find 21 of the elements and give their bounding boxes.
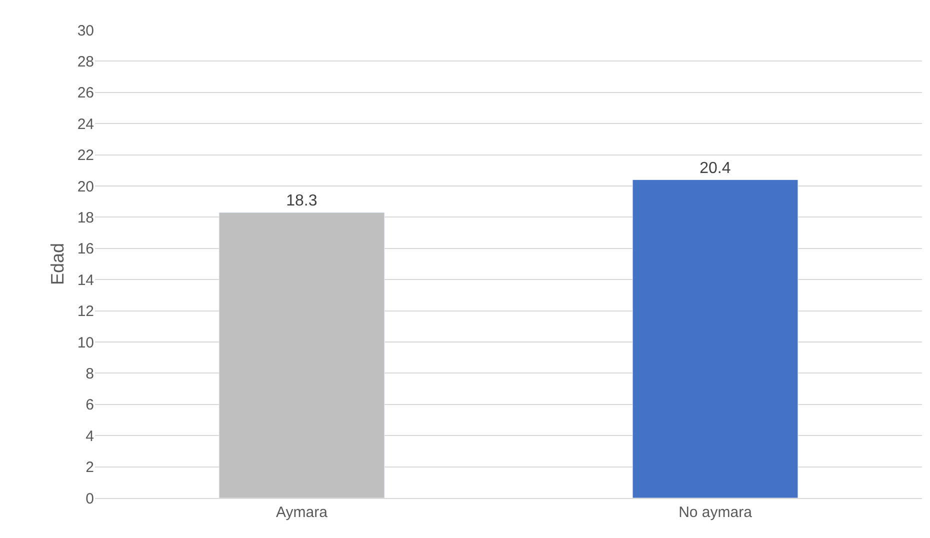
y-tick-label: 10 — [77, 334, 94, 352]
y-tick-label: 12 — [77, 303, 94, 320]
x-tick-label: Aymara — [276, 504, 328, 522]
y-tick-label: 24 — [77, 116, 94, 133]
y-tick-label: 20 — [77, 178, 94, 196]
y-tick-label: 0 — [86, 490, 94, 508]
y-tick-label: 30 — [77, 22, 94, 40]
y-tick-label: 6 — [86, 396, 94, 414]
data-label: 18.3 — [286, 192, 318, 210]
y-tick-label: 2 — [86, 459, 94, 476]
y-tick-label: 14 — [77, 272, 94, 289]
y-tick-label: 18 — [77, 209, 94, 226]
data-label: 20.4 — [700, 160, 731, 177]
y-tick-label: 8 — [86, 365, 94, 382]
y-tick-label: 16 — [77, 240, 94, 258]
y-tick-label: 26 — [77, 84, 94, 102]
y-tick-label: 28 — [77, 53, 94, 70]
y-tick-label: 22 — [77, 147, 94, 164]
y-axis-title: Edad — [48, 242, 68, 286]
x-tick-label: No aymara — [678, 504, 753, 522]
y-tick-label: 4 — [86, 428, 94, 445]
